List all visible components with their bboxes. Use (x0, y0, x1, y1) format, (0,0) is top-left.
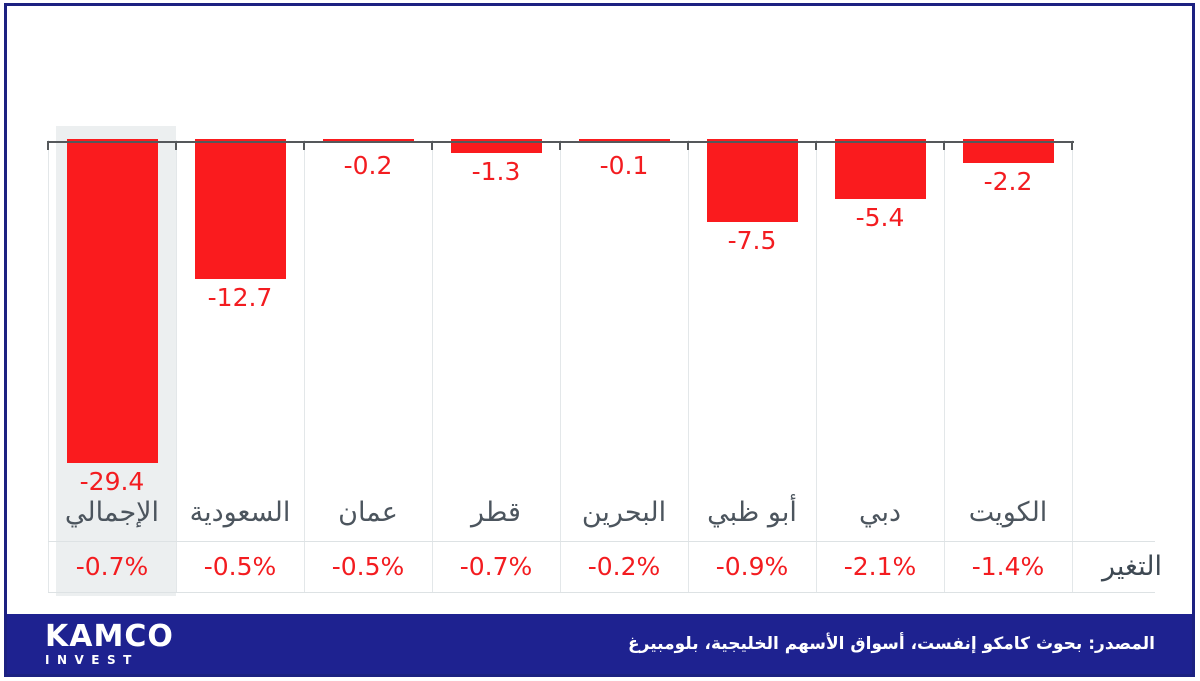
bar-value-label: -0.2 (343, 151, 393, 180)
axis-tick (431, 141, 433, 150)
change-row-bottom-line (48, 592, 1155, 593)
bar-0 (67, 139, 158, 463)
bar-value-label: -12.7 (207, 282, 273, 312)
change-value: -0.9% (715, 552, 789, 581)
column-separator-line (944, 140, 945, 592)
bar-value-label: -29.4 (79, 466, 145, 496)
change-value: -0.2% (587, 552, 661, 581)
axis-tick (815, 141, 817, 150)
category-label: الكويت (968, 497, 1048, 528)
kamco-invest-logo: KAMCO INVEST (45, 619, 174, 667)
axis-tick (1071, 141, 1073, 150)
column-separator-line (176, 140, 177, 592)
column-separator-line (48, 140, 49, 592)
bar-6 (835, 139, 926, 199)
change-value: -0.5% (203, 552, 277, 581)
column-separator-line (688, 140, 689, 592)
bar-4 (579, 139, 670, 142)
column-separator-line (560, 140, 561, 592)
category-label: الإجمالي (64, 497, 160, 528)
bar-value-label: -7.5 (727, 225, 777, 255)
change-value: -1.4% (971, 552, 1045, 581)
bar-7 (963, 139, 1054, 164)
source-attribution: المصدر: بحوث كامكو إنفست، أسواق الأسهم ا… (628, 634, 1155, 654)
axis-tick (303, 141, 305, 150)
bar-value-label: -2.2 (983, 167, 1033, 197)
bar-2 (323, 139, 414, 142)
axis-tick (175, 141, 177, 150)
footer-brand-bar: KAMCO INVEST المصدر: بحوث كامكو إنفست، أ… (7, 614, 1193, 674)
category-label: البحرين (581, 497, 667, 528)
change-value: -0.7% (75, 552, 149, 581)
axis-tick (559, 141, 561, 150)
category-label: عمان (338, 497, 398, 528)
change-value: -0.7% (459, 552, 533, 581)
axis-tick (943, 141, 945, 150)
change-value: -0.5% (331, 552, 405, 581)
logo-subtitle: INVEST (45, 653, 139, 667)
bar-value-label: -0.1 (599, 151, 649, 180)
logo-wordmark: KAMCO (45, 619, 174, 654)
change-row-label: التغير (1102, 551, 1162, 582)
column-separator-line (304, 140, 305, 592)
column-separator-line (432, 140, 433, 592)
bar-1 (195, 139, 286, 279)
axis-tick (47, 141, 49, 150)
bar-value-label: -5.4 (855, 202, 905, 232)
column-separator-line (816, 140, 817, 592)
category-label: قطر (471, 497, 521, 528)
change-value: -2.1% (843, 552, 917, 581)
column-separator-line (1072, 140, 1073, 592)
category-label: السعودية (189, 497, 291, 528)
label-row-separator (48, 541, 1155, 542)
axis-tick (687, 141, 689, 150)
bar-value-label: -1.3 (471, 157, 521, 187)
bar-5 (707, 139, 798, 222)
category-label: أبو ظبي (707, 497, 797, 528)
category-label: دبي (858, 497, 902, 528)
